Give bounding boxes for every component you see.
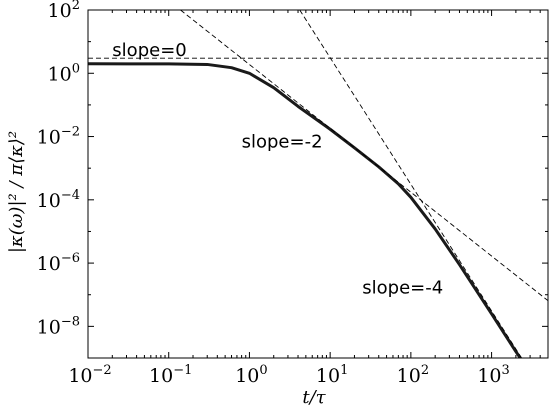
y-tick-label-exponent: −2 (61, 125, 80, 140)
x-tick-label-exponent: 0 (259, 363, 267, 378)
x-tick-label-exponent: −1 (173, 363, 192, 378)
series-line-main (88, 62, 523, 358)
y-tick-label-base: 10 (48, 0, 72, 22)
y-tick-label-exponent: −8 (61, 314, 80, 329)
y-tick-label-exponent: −4 (61, 188, 80, 203)
y-tick-label: 10−4 (37, 188, 80, 212)
annotations: slope=0 slope=-2 slope=-4 (112, 40, 443, 298)
x-tick-label: 10−1 (149, 363, 192, 387)
y-tick-label-exponent: 0 (72, 61, 80, 76)
y-tick-label: 102 (48, 0, 80, 22)
x-tick-label-base: 10 (477, 365, 501, 387)
x-tick-label: 10−2 (68, 363, 111, 387)
x-tick-label-exponent: −2 (93, 363, 112, 378)
slope-annotation: slope=0 (112, 40, 186, 61)
y-tick-label-exponent: −6 (61, 251, 80, 266)
series-line-asymptote-2 (180, 10, 548, 302)
x-tick-label: 101 (316, 363, 348, 387)
x-tick-label: 103 (477, 363, 509, 387)
y-tick-label: 10−6 (37, 251, 80, 275)
x-tick-label-base: 10 (316, 365, 340, 387)
plot-frame (87, 9, 549, 359)
y-tick-label: 10−8 (37, 314, 80, 338)
x-tick-label: 100 (235, 363, 267, 387)
y-axis-label: |κ(ω)|² / π⟨κ⟩² (6, 131, 27, 253)
x-tick-label-base: 10 (397, 365, 421, 387)
series-line-asymptote-3 (299, 10, 523, 358)
y-tick-label-exponent: 2 (72, 0, 80, 13)
x-tick-label: 102 (397, 363, 429, 387)
y-tick-label-base: 10 (48, 63, 72, 85)
x-tick-label-base: 10 (235, 365, 259, 387)
y-tick-label-base: 10 (37, 253, 61, 275)
y-tick-label-base: 10 (37, 316, 61, 338)
plot-area (88, 10, 548, 358)
x-tick-label-base: 10 (68, 365, 92, 387)
slope-annotation: slope=-4 (362, 277, 443, 298)
y-tick-label-base: 10 (37, 127, 61, 149)
x-tick-label-exponent: 1 (340, 363, 348, 378)
x-tick-labels: 10−2 10−1 100 101 102 103 (68, 363, 509, 387)
slope-annotation: slope=-2 (242, 132, 323, 153)
x-axis-label: t/τ (302, 387, 326, 408)
x-tick-label-base: 10 (149, 365, 173, 387)
y-tick-label-base: 10 (37, 190, 61, 212)
x-tick-label-exponent: 3 (502, 363, 510, 378)
y-tick-label: 10−2 (37, 125, 80, 149)
y-tick-label: 100 (48, 61, 80, 85)
x-tick-label-exponent: 2 (421, 363, 429, 378)
